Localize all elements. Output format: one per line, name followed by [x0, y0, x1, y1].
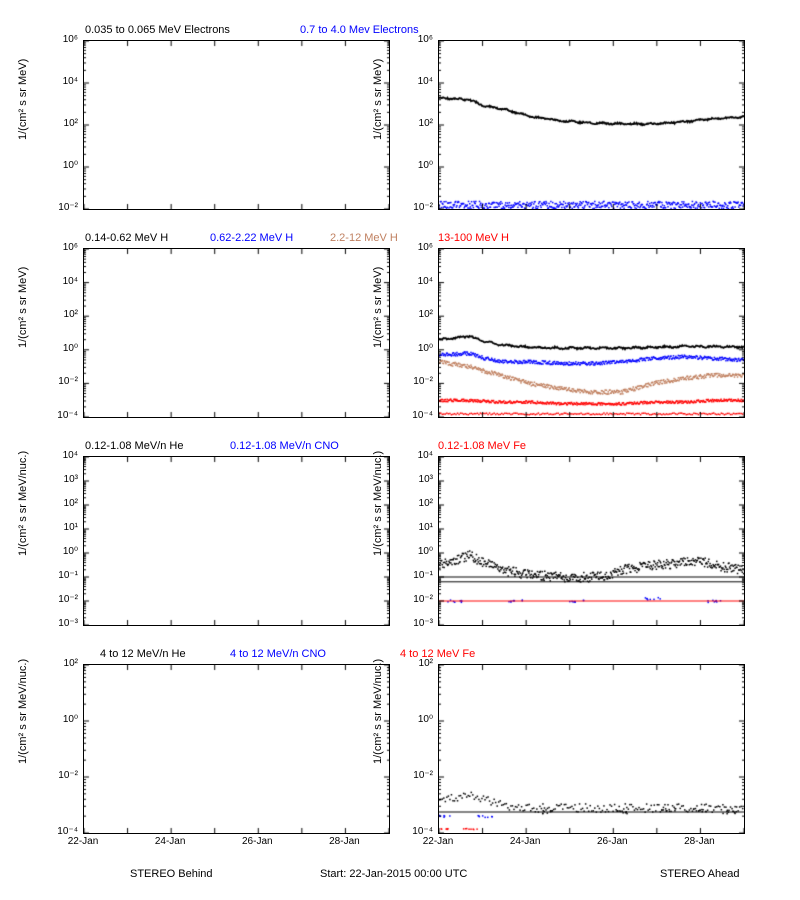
ytick-row2-col0-6: 10³ [48, 474, 78, 485]
legend-row0-0: 0.035 to 0.065 MeV Electrons [85, 24, 230, 36]
ytick-row2-col1-0: 10⁻³ [403, 618, 433, 629]
ytick-row3-col0-3: 10² [48, 658, 78, 669]
ytick-row2-col1-1: 10⁻² [403, 594, 433, 605]
ytick-row0-col0-0: 10⁻² [48, 202, 78, 213]
ytick-row0-col0-4: 10⁶ [48, 34, 78, 45]
legend-row3-1: 4 to 12 MeV/n CNO [230, 648, 326, 660]
xtick-col0-1: 24-Jan [145, 836, 195, 847]
ytick-row0-col0-3: 10⁴ [48, 76, 78, 87]
ytick-row3-col1-1: 10⁻² [403, 770, 433, 781]
ytick-row1-col0-3: 10² [48, 309, 78, 320]
ytick-row3-col1-2: 10⁰ [403, 714, 433, 725]
xtick-col1-1: 24-Jan [500, 836, 550, 847]
panel-row2-col1 [438, 456, 745, 626]
ylabel-row2-col0: 1/(cm² s sr MeV/nuc.) [17, 536, 29, 556]
ytick-row1-col1-4: 10⁴ [403, 276, 433, 287]
xtick-col1-3: 28-Jan [674, 836, 724, 847]
chart-canvas-row0 [439, 41, 744, 209]
ytick-row2-col0-2: 10⁻¹ [48, 570, 78, 581]
xtick-col1-0: 22-Jan [413, 836, 463, 847]
chart-canvas-row2 [439, 457, 744, 625]
ytick-row0-col0-2: 10² [48, 118, 78, 129]
legend-row1-2: 2.2-12 MeV H [330, 232, 398, 244]
ylabel-row3-col1: 1/(cm² s sr MeV/nuc.) [372, 744, 384, 764]
ylabel-row0-col0: 1/(cm² s sr MeV) [17, 120, 29, 140]
xtick-col0-0: 22-Jan [58, 836, 108, 847]
ytick-row2-col1-7: 10⁴ [403, 450, 433, 461]
legend-row2-1: 0.12-1.08 MeV/n CNO [230, 440, 339, 452]
label-start-time: Start: 22-Jan-2015 00:00 UTC [320, 868, 467, 880]
xtick-col0-3: 28-Jan [319, 836, 369, 847]
ytick-row2-col1-5: 10² [403, 498, 433, 509]
chart-canvas-row1 [439, 249, 744, 417]
ylabel-row0-col1: 1/(cm² s sr MeV) [372, 120, 384, 140]
ytick-row0-col1-4: 10⁶ [403, 34, 433, 45]
ytick-row2-col1-6: 10³ [403, 474, 433, 485]
panel-row2-col0 [83, 456, 390, 626]
xtick-col1-2: 26-Jan [587, 836, 637, 847]
legend-row0-1: 0.7 to 4.0 Mev Electrons [300, 24, 419, 36]
ytick-row0-col1-3: 10⁴ [403, 76, 433, 87]
ytick-row1-col0-5: 10⁶ [48, 242, 78, 253]
ytick-row2-col1-2: 10⁻¹ [403, 570, 433, 581]
ytick-row2-col1-4: 10¹ [403, 522, 433, 533]
ytick-row3-col0-2: 10⁰ [48, 714, 78, 725]
panel-row3-col1 [438, 664, 745, 834]
panel-row0-col1 [438, 40, 745, 210]
ytick-row1-col1-2: 10⁰ [403, 343, 433, 354]
ytick-row1-col0-2: 10⁰ [48, 343, 78, 354]
ytick-row2-col0-0: 10⁻³ [48, 618, 78, 629]
ytick-row1-col1-1: 10⁻² [403, 376, 433, 387]
label-stereo-ahead: STEREO Ahead [660, 868, 740, 880]
ytick-row2-col1-3: 10⁰ [403, 546, 433, 557]
chart-canvas-row3 [439, 665, 744, 833]
ytick-row0-col0-1: 10⁰ [48, 160, 78, 171]
ytick-row2-col0-4: 10¹ [48, 522, 78, 533]
legend-row2-0: 0.12-1.08 MeV/n He [85, 440, 183, 452]
ytick-row1-col1-5: 10⁶ [403, 242, 433, 253]
ytick-row1-col0-1: 10⁻² [48, 376, 78, 387]
ytick-row0-col1-1: 10⁰ [403, 160, 433, 171]
label-stereo-behind: STEREO Behind [130, 868, 213, 880]
ylabel-row1-col0: 1/(cm² s sr MeV) [17, 328, 29, 348]
panel-row0-col0 [83, 40, 390, 210]
ylabel-row2-col1: 1/(cm² s sr MeV/nuc.) [372, 536, 384, 556]
legend-row1-1: 0.62-2.22 MeV H [210, 232, 293, 244]
ytick-row1-col0-0: 10⁻⁴ [48, 410, 78, 421]
ytick-row3-col0-1: 10⁻² [48, 770, 78, 781]
ytick-row3-col1-3: 10² [403, 658, 433, 669]
panel-row1-col0 [83, 248, 390, 418]
legend-row1-3: 13-100 MeV H [438, 232, 509, 244]
panel-row1-col1 [438, 248, 745, 418]
ytick-row0-col1-0: 10⁻² [403, 202, 433, 213]
ytick-row2-col0-7: 10⁴ [48, 450, 78, 461]
ytick-row1-col1-0: 10⁻⁴ [403, 410, 433, 421]
ytick-row1-col0-4: 10⁴ [48, 276, 78, 287]
ytick-row1-col1-3: 10² [403, 309, 433, 320]
ytick-row2-col0-1: 10⁻² [48, 594, 78, 605]
panel-row3-col0 [83, 664, 390, 834]
ytick-row2-col0-3: 10⁰ [48, 546, 78, 557]
ytick-row2-col0-5: 10² [48, 498, 78, 509]
legend-row2-2: 0.12-1.08 MeV Fe [438, 440, 526, 452]
ylabel-row1-col1: 1/(cm² s sr MeV) [372, 328, 384, 348]
legend-row1-0: 0.14-0.62 MeV H [85, 232, 168, 244]
legend-row3-0: 4 to 12 MeV/n He [100, 648, 186, 660]
ylabel-row3-col0: 1/(cm² s sr MeV/nuc.) [17, 744, 29, 764]
xtick-col0-2: 26-Jan [232, 836, 282, 847]
ytick-row0-col1-2: 10² [403, 118, 433, 129]
